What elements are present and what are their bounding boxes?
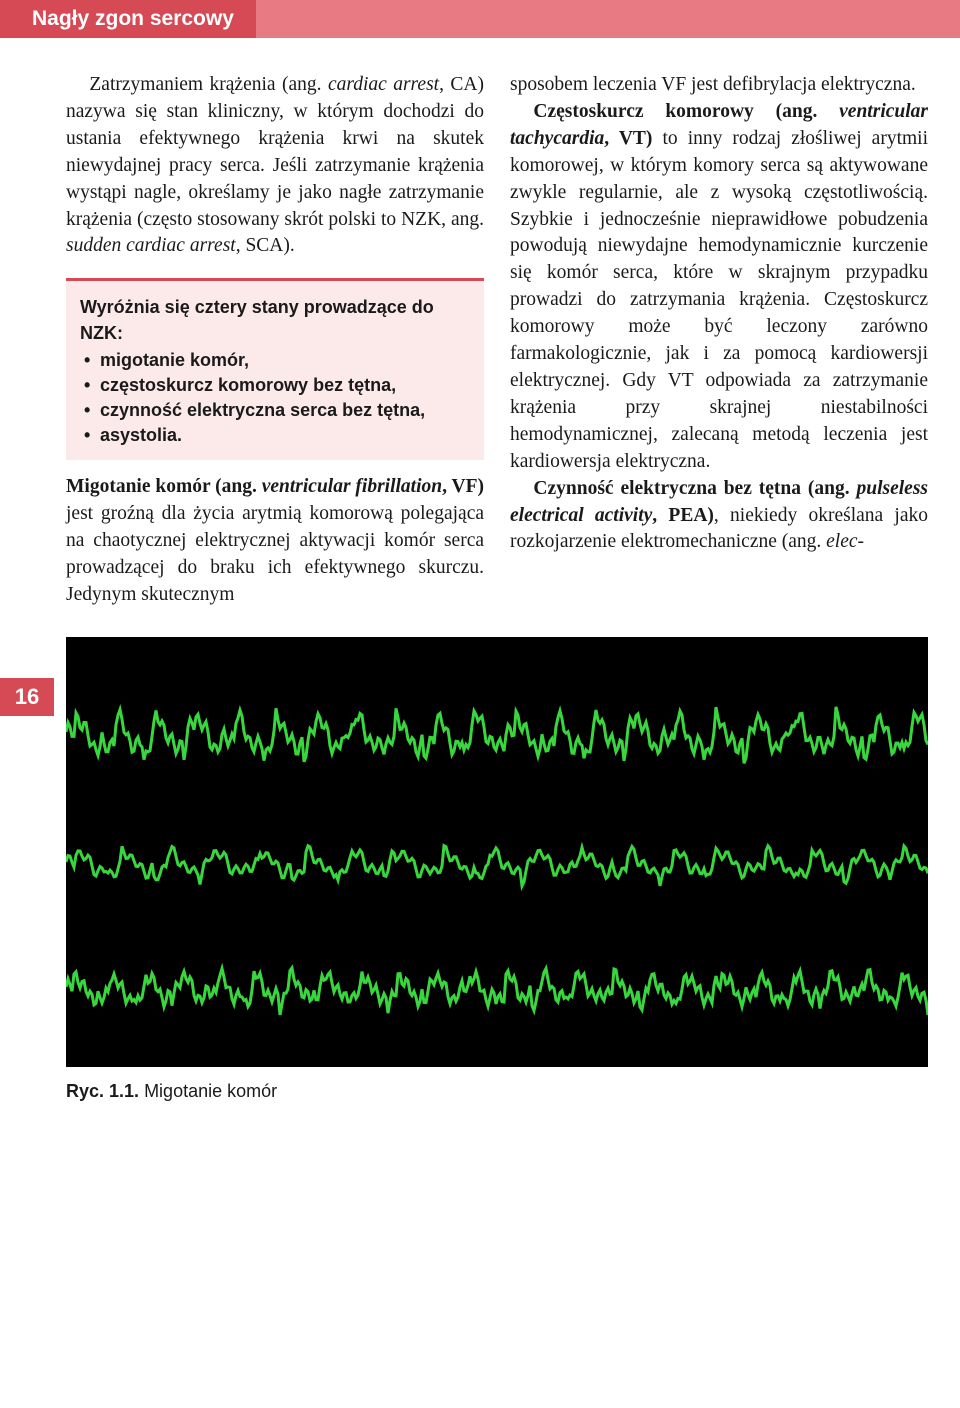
callout-item: migotanie komór,	[82, 348, 472, 373]
left-para-2: Migotanie komór (ang. ventricular fibril…	[66, 474, 484, 609]
right-para-1: sposobem leczenia VF jest defibrylacja e…	[510, 72, 928, 99]
left-para-1: Zatrzymaniem krążenia (ang. cardiac arre…	[66, 72, 484, 260]
header-title-tab: Nagły zgon sercowy	[0, 0, 256, 38]
left-column: Zatrzymaniem krążenia (ang. cardiac arre…	[66, 72, 484, 609]
right-para-3: Czynność elektryczna bez tętna (ang. pul…	[510, 476, 928, 557]
figure-caption-text: Migotanie komór	[144, 1081, 277, 1101]
figure-caption: Ryc. 1.1. Migotanie komór	[66, 1081, 928, 1102]
ecg-trace	[66, 707, 928, 763]
page-number-tab: 16	[0, 678, 54, 716]
callout-item: częstoskurcz komorowy bez tętna,	[82, 373, 472, 398]
callout-item: asystolia.	[82, 423, 472, 448]
ecg-trace	[66, 846, 928, 886]
two-column-layout: Zatrzymaniem krążenia (ang. cardiac arre…	[66, 72, 928, 609]
callout-list: migotanie komór,częstoskurcz komorowy be…	[82, 348, 472, 449]
header-bar: Nagły zgon sercowy	[0, 0, 960, 38]
callout-lead: Wyróżnia się cztery stany prowadzące do …	[80, 295, 472, 345]
page-number: 16	[15, 684, 39, 710]
header-title: Nagły zgon sercowy	[32, 7, 234, 31]
figure-label: Ryc. 1.1.	[66, 1081, 139, 1101]
ecg-waveform-svg	[66, 637, 928, 1067]
right-para-2: Częstoskurcz komorowy (ang. ventricular …	[510, 99, 928, 476]
ecg-trace	[66, 968, 928, 1015]
content-wrap: 16 Zatrzymaniem krążenia (ang. cardiac a…	[0, 72, 960, 609]
ecg-figure	[66, 637, 928, 1067]
callout-item: czynność elektryczna serca bez tętna,	[82, 398, 472, 423]
right-column: sposobem leczenia VF jest defibrylacja e…	[510, 72, 928, 609]
callout-box: Wyróżnia się cztery stany prowadzące do …	[66, 278, 484, 460]
